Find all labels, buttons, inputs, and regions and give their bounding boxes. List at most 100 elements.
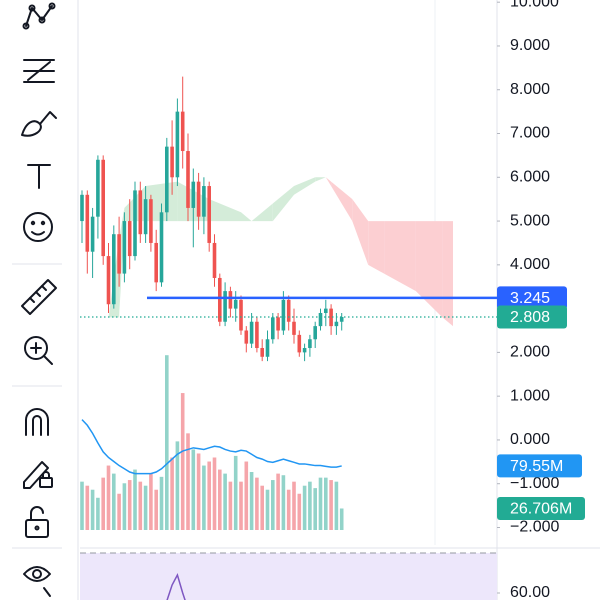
candle-body xyxy=(154,242,158,283)
volume-bar xyxy=(265,489,270,530)
y-tick-label: 6.000 xyxy=(510,169,550,186)
candle-body xyxy=(244,330,249,344)
lock-tool[interactable] xyxy=(25,506,49,538)
cloud-segment xyxy=(352,199,369,265)
candle-body xyxy=(175,111,180,178)
volume-bar xyxy=(133,469,137,530)
volume-bar xyxy=(202,465,206,530)
volume-bar xyxy=(149,473,153,530)
cloud-segment xyxy=(209,199,241,222)
y-tick-label: −2.000 xyxy=(510,519,559,536)
candle-body xyxy=(90,216,95,252)
indicator-line xyxy=(166,573,186,600)
ruler-tool[interactable] xyxy=(21,279,57,315)
zoom-tool[interactable] xyxy=(24,336,53,365)
volume-bar xyxy=(196,453,201,530)
candle-body xyxy=(138,190,143,235)
candle-body xyxy=(334,321,339,327)
magnet-tool[interactable] xyxy=(25,408,49,436)
volume-bar xyxy=(223,473,227,530)
volume-bar xyxy=(85,485,90,530)
price-badge-label: 3.245 xyxy=(510,290,550,307)
candle-body xyxy=(170,146,174,178)
candle-body xyxy=(196,181,201,217)
y-tick-label: 60.00 xyxy=(510,584,550,600)
cloud-segment xyxy=(251,203,273,222)
price-badge-label: 26.706M xyxy=(510,501,572,518)
volume-bar xyxy=(170,457,174,530)
candle-body xyxy=(324,308,328,313)
pattern-tool[interactable] xyxy=(22,2,56,30)
candle-body xyxy=(127,221,132,257)
volume-bar xyxy=(175,441,180,530)
volume-bar xyxy=(292,481,296,530)
candle-body xyxy=(106,256,111,305)
candle-body xyxy=(313,326,317,340)
emoji-tool[interactable] xyxy=(23,212,53,242)
candle-body xyxy=(117,234,121,274)
candle-body xyxy=(207,186,211,243)
candle-body xyxy=(302,348,307,353)
visibility-tool[interactable] xyxy=(23,566,51,597)
y-tick-label: 8.000 xyxy=(510,81,550,98)
candle-body xyxy=(329,308,333,327)
volume-bar xyxy=(106,465,111,530)
volume-bar xyxy=(318,477,323,530)
candle-body xyxy=(286,299,291,322)
cloud-segment xyxy=(415,221,443,318)
y-tick-label: 5.000 xyxy=(510,212,550,229)
candle-body xyxy=(159,212,164,283)
volume-bar xyxy=(218,469,222,530)
indicator-band xyxy=(80,553,497,600)
volume-bar xyxy=(191,449,196,530)
candle-body xyxy=(265,339,270,357)
candle-body xyxy=(96,159,100,217)
volume-bar xyxy=(165,355,169,530)
candle-body xyxy=(122,221,127,274)
cloud-segment xyxy=(272,186,294,222)
y-tick-label: 2.000 xyxy=(510,344,550,361)
volume-bar xyxy=(228,481,233,530)
volume-bar xyxy=(255,477,259,530)
candle-body xyxy=(249,321,254,344)
candle-body xyxy=(218,277,222,322)
volume-bar xyxy=(138,481,143,530)
candle-body xyxy=(149,199,153,243)
candle-body xyxy=(212,242,217,278)
candle-body xyxy=(276,317,280,331)
y-tick-label: 7.000 xyxy=(510,125,550,142)
volume-bar xyxy=(180,393,185,530)
price-badge xyxy=(497,496,585,520)
volume-bar xyxy=(271,480,275,530)
volume-bar xyxy=(239,481,243,530)
candle-body xyxy=(233,299,238,309)
candle-body xyxy=(186,151,190,208)
cloud-segment xyxy=(315,177,326,182)
candle-body xyxy=(260,348,264,357)
volume-bar xyxy=(159,476,164,530)
volume-bar xyxy=(308,481,312,530)
candle-body xyxy=(143,199,148,235)
volume-bar xyxy=(80,481,84,530)
cloud-segment xyxy=(241,212,252,222)
volume-bar xyxy=(281,475,286,530)
y-tick-label: 9.000 xyxy=(510,37,550,54)
price-badge xyxy=(497,454,582,478)
candle-body xyxy=(308,339,312,349)
brush-tool[interactable] xyxy=(21,111,57,137)
lock-drawing-tool[interactable] xyxy=(23,461,53,489)
volume-bar xyxy=(101,477,105,530)
volume-bar xyxy=(96,497,100,530)
cloud-segment xyxy=(331,181,353,222)
price-badge-label: 79.55M xyxy=(510,458,563,475)
volume-bar xyxy=(313,488,317,530)
cloud-segment xyxy=(442,221,453,327)
candle-body xyxy=(165,146,169,213)
volume-bar xyxy=(297,493,302,530)
volume-bar xyxy=(286,489,291,530)
text-tool[interactable] xyxy=(27,164,51,189)
candle-body xyxy=(228,291,233,309)
volume-bar xyxy=(329,480,333,530)
fib-tool[interactable] xyxy=(23,59,55,83)
